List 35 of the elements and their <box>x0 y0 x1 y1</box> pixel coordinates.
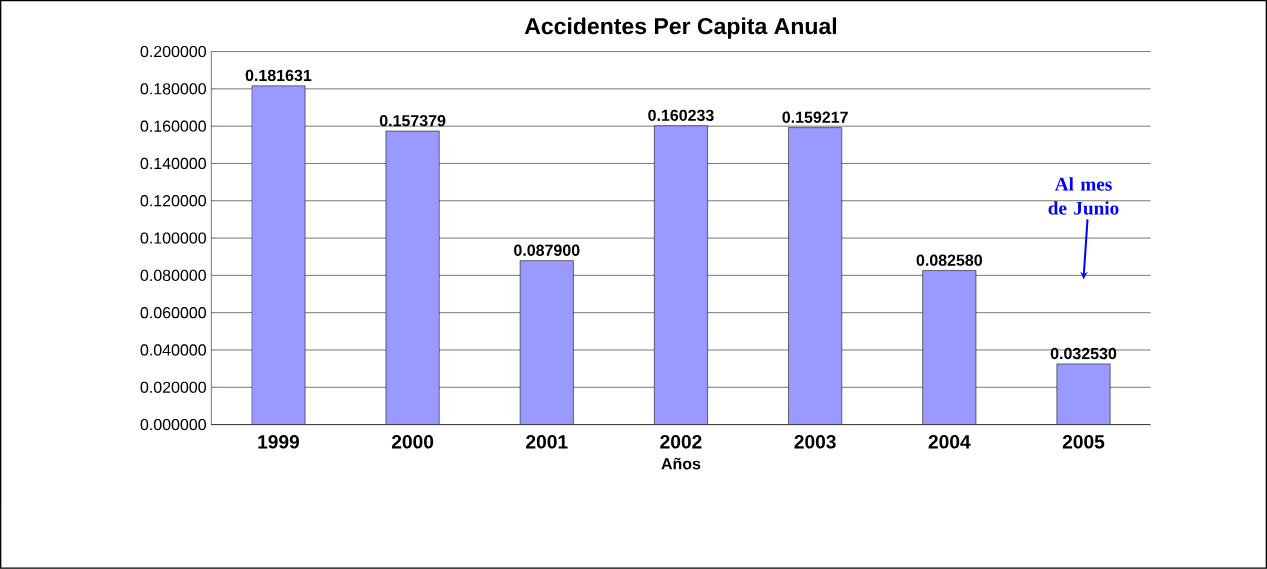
y-tick-label: 0.060000 <box>140 307 206 319</box>
y-tick-label: 0.100000 <box>140 232 206 244</box>
x-tick-label: 2001 <box>526 435 568 449</box>
data-label: 0.087900 <box>514 244 580 256</box>
y-tick-label: 0.180000 <box>140 83 206 95</box>
bar <box>788 127 843 425</box>
x-tick-label: 2000 <box>391 435 434 449</box>
y-tick-label: 0.140000 <box>140 157 206 170</box>
y-tick-label: 0.040000 <box>140 344 206 356</box>
bar <box>519 260 574 425</box>
annotation: Al mes de Junio <box>1048 177 1119 215</box>
y-tick-label: 0.080000 <box>140 269 206 282</box>
data-label: 0.032530 <box>1050 347 1117 360</box>
y-tick-label: 0.120000 <box>140 195 206 207</box>
chart-title: Accidentes Per Capita Anual <box>524 17 837 39</box>
y-tick-label: 0.020000 <box>140 381 206 393</box>
x-tick-label: 2002 <box>660 435 702 449</box>
x-tick-label: 1999 <box>258 435 300 449</box>
data-label: 0.181631 <box>245 69 312 82</box>
bar <box>922 270 977 425</box>
data-label: 0.160233 <box>648 109 714 122</box>
y-tick-label: 0.000000 <box>140 419 206 431</box>
x-axis-title: Años <box>661 457 701 470</box>
bar <box>654 125 708 425</box>
x-tick-label: 2003 <box>794 435 836 449</box>
data-label: 0.157379 <box>379 115 446 127</box>
data-label: 0.082580 <box>916 254 982 266</box>
x-tick-label: 2004 <box>928 435 971 449</box>
y-tick-label: 0.200000 <box>140 45 206 58</box>
bar <box>1056 363 1111 425</box>
bar <box>251 85 306 425</box>
data-label: 0.159217 <box>782 111 848 123</box>
bar <box>385 130 440 425</box>
y-tick-label: 0.160000 <box>140 120 206 132</box>
x-tick-label: 2005 <box>1062 435 1105 449</box>
